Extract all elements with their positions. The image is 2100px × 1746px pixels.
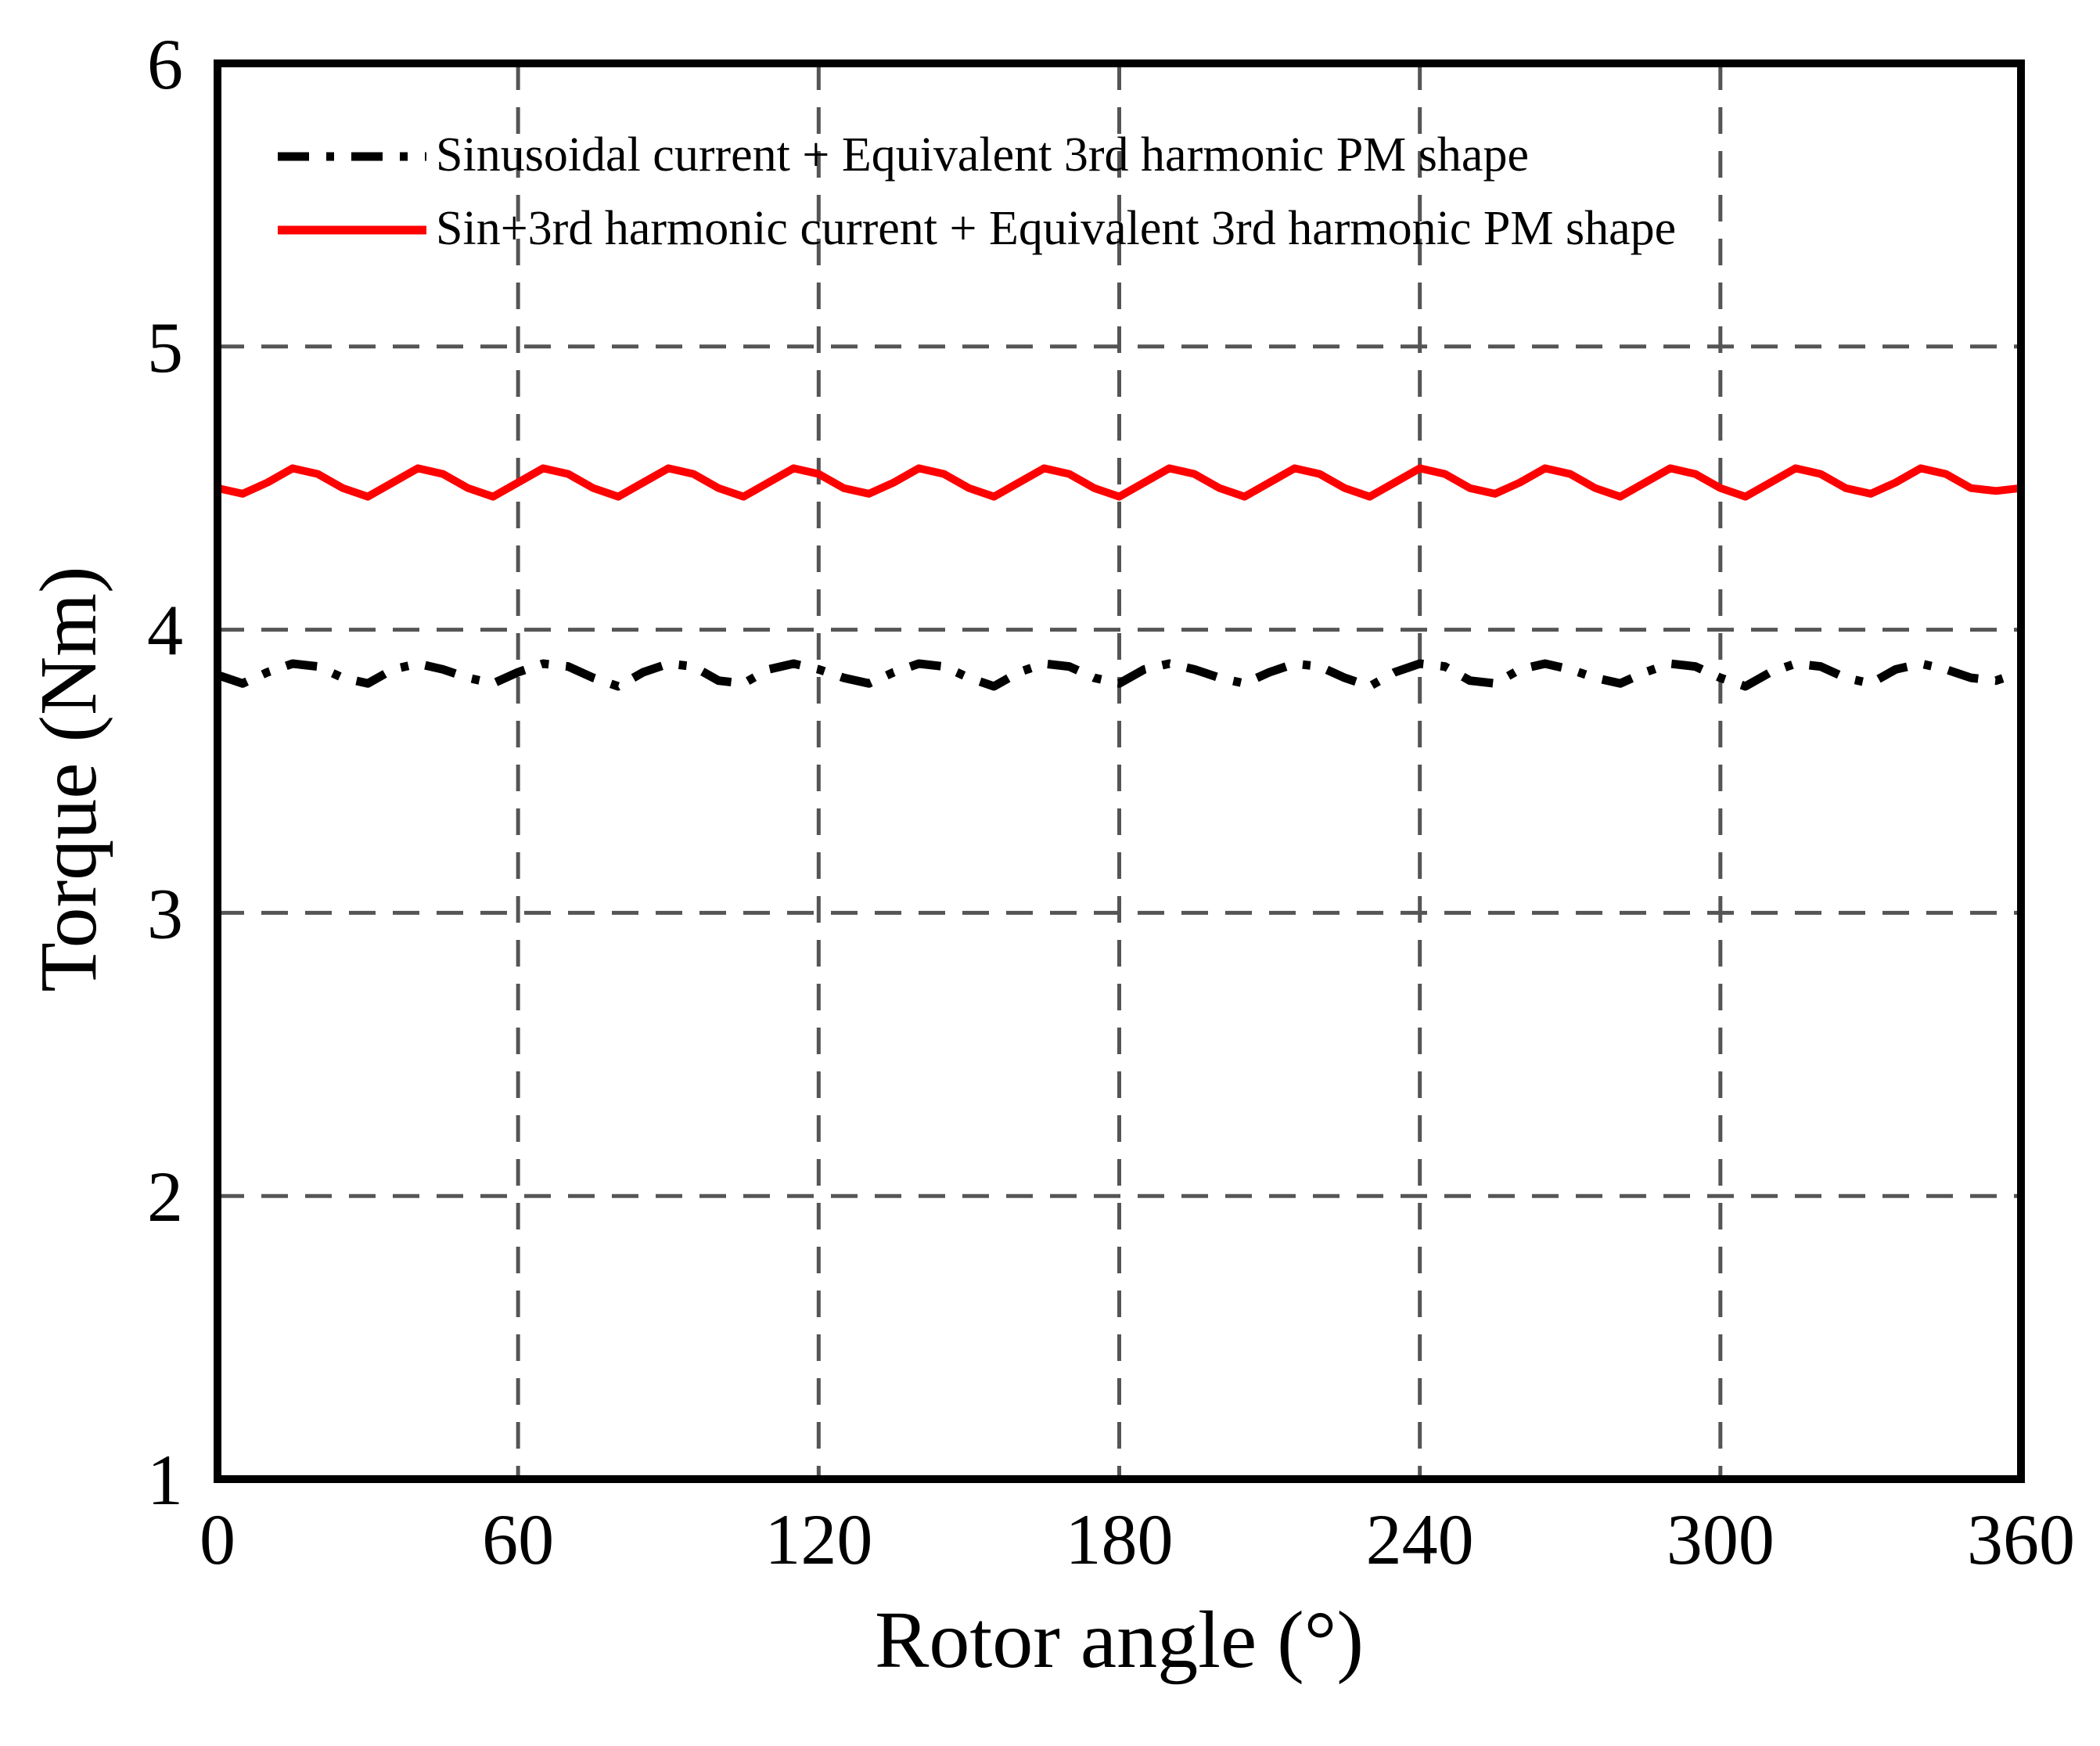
x-tick-label: 360: [1967, 1499, 2075, 1579]
series-line-1: [216, 464, 2022, 501]
x-tick-label: 60: [482, 1499, 554, 1579]
y-tick-label: 3: [147, 873, 183, 953]
x-tick-label: 240: [1366, 1499, 1474, 1579]
legend: Sinusoidal current + Equivalent 3rd harm…: [278, 128, 1676, 255]
x-tick-labels: 0 60 120 180 240 300 360: [200, 1499, 2075, 1579]
y-tick-label: 1: [147, 1440, 183, 1520]
series-layer: [216, 464, 2023, 691]
x-tick-label: 300: [1667, 1499, 1775, 1579]
y-tick-labels: 1 2 3 4 5 6: [147, 24, 183, 1520]
grid-lines: [218, 63, 2021, 1479]
x-tick-label: 180: [1066, 1499, 1174, 1579]
y-tick-label: 5: [147, 308, 183, 387]
y-tick-label: 4: [147, 591, 183, 671]
plot-frame: [214, 59, 2025, 1483]
x-tick-label: 0: [200, 1499, 236, 1579]
y-axis-title: Torque (Nm): [23, 566, 113, 992]
legend-label-sinusoidal: Sinusoidal current + Equivalent 3rd harm…: [436, 128, 1529, 182]
legend-label-sin-3rd: Sin+3rd harmonic current + Equivalent 3r…: [436, 202, 1676, 255]
y-tick-label: 6: [147, 24, 183, 104]
x-axis-title: Rotor angle (°): [875, 1595, 1364, 1685]
series-line-0: [216, 659, 2023, 691]
x-tick-label: 120: [764, 1499, 872, 1579]
y-tick-label: 2: [147, 1157, 183, 1237]
